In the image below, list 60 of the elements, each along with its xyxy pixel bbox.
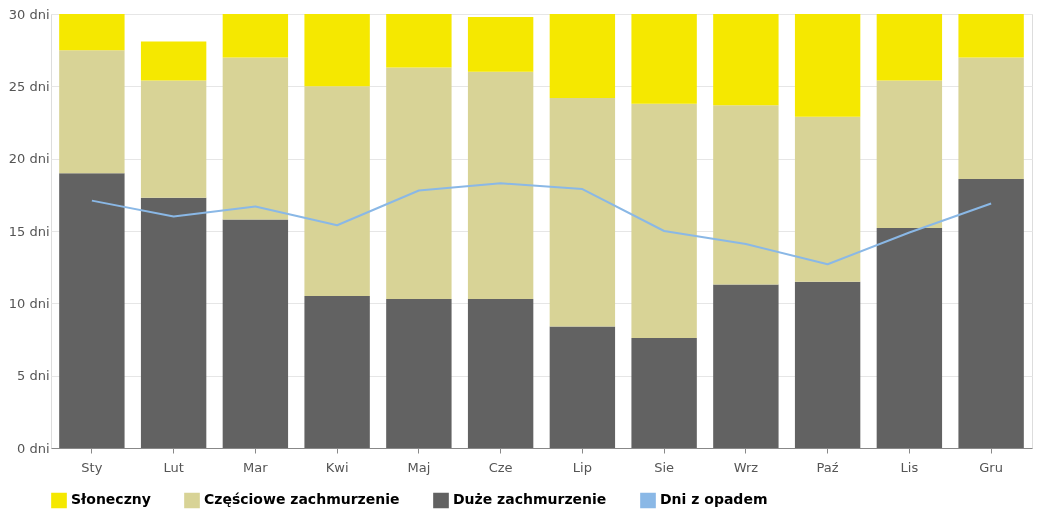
- bar: [467, 71, 534, 299]
- bar: [713, 284, 779, 448]
- bar: [958, 178, 1024, 448]
- bar: [876, 14, 943, 81]
- bar: [467, 16, 534, 72]
- bar: [222, 57, 289, 220]
- legend-label: Słoneczny: [71, 491, 151, 508]
- y-tick-label: 10 dni: [8, 295, 50, 311]
- x-tick-label: Gru: [979, 459, 1003, 475]
- y-tick-label: 20 dni: [8, 151, 50, 167]
- x-tick-label: Sie: [654, 459, 675, 475]
- bar: [794, 281, 861, 448]
- bar: [140, 41, 207, 81]
- x-tick-label: Paź: [816, 459, 839, 475]
- bar: [222, 14, 289, 58]
- bar: [549, 14, 616, 98]
- legend-label: Duże zachmurzenie: [453, 491, 607, 508]
- x-tick-label: Wrz: [733, 459, 759, 475]
- bar: [59, 14, 125, 51]
- bar: [958, 14, 1024, 58]
- y-tick-label: 15 dni: [8, 223, 50, 239]
- x-tick-label: Lut: [163, 459, 184, 475]
- bar: [140, 80, 207, 198]
- x-tick-label: Maj: [407, 459, 431, 475]
- x-tick-label: Cze: [488, 459, 513, 475]
- x-tick-label: Lis: [900, 459, 919, 475]
- bar: [222, 219, 289, 448]
- bar: [59, 173, 125, 448]
- y-tick-label: 30 dni: [8, 6, 50, 22]
- bar: [386, 14, 452, 68]
- bar: [876, 80, 943, 229]
- legend-label: Częściowe zachmurzenie: [204, 491, 400, 508]
- bar: [631, 103, 697, 339]
- bar: [958, 57, 1024, 179]
- bar: [876, 228, 943, 448]
- bar: [549, 326, 616, 448]
- line-series: [90, 182, 993, 266]
- y-tick-label: 25 dni: [8, 78, 50, 94]
- bar: [631, 14, 697, 104]
- y-tick-label: 0 dni: [16, 440, 50, 456]
- bar: [794, 14, 861, 117]
- bar: [467, 298, 534, 448]
- bar: [386, 67, 452, 299]
- bar: [59, 50, 125, 174]
- bar: [304, 86, 370, 297]
- bar: [386, 298, 452, 448]
- bar: [304, 296, 370, 448]
- bar: [713, 105, 779, 285]
- bar: [304, 14, 370, 87]
- x-tick-label: Mar: [243, 459, 269, 475]
- legend-label: Dni z opadem: [660, 491, 768, 508]
- x-tick-label: Lip: [572, 459, 592, 475]
- bar: [794, 116, 861, 282]
- x-tick-label: Sty: [81, 459, 103, 475]
- x-tick-label: Kwi: [325, 459, 349, 475]
- bar: [713, 14, 779, 106]
- bar: [549, 97, 616, 327]
- y-tick-label: 5 dni: [16, 368, 50, 384]
- bar: [631, 338, 697, 448]
- bar: [140, 197, 207, 448]
